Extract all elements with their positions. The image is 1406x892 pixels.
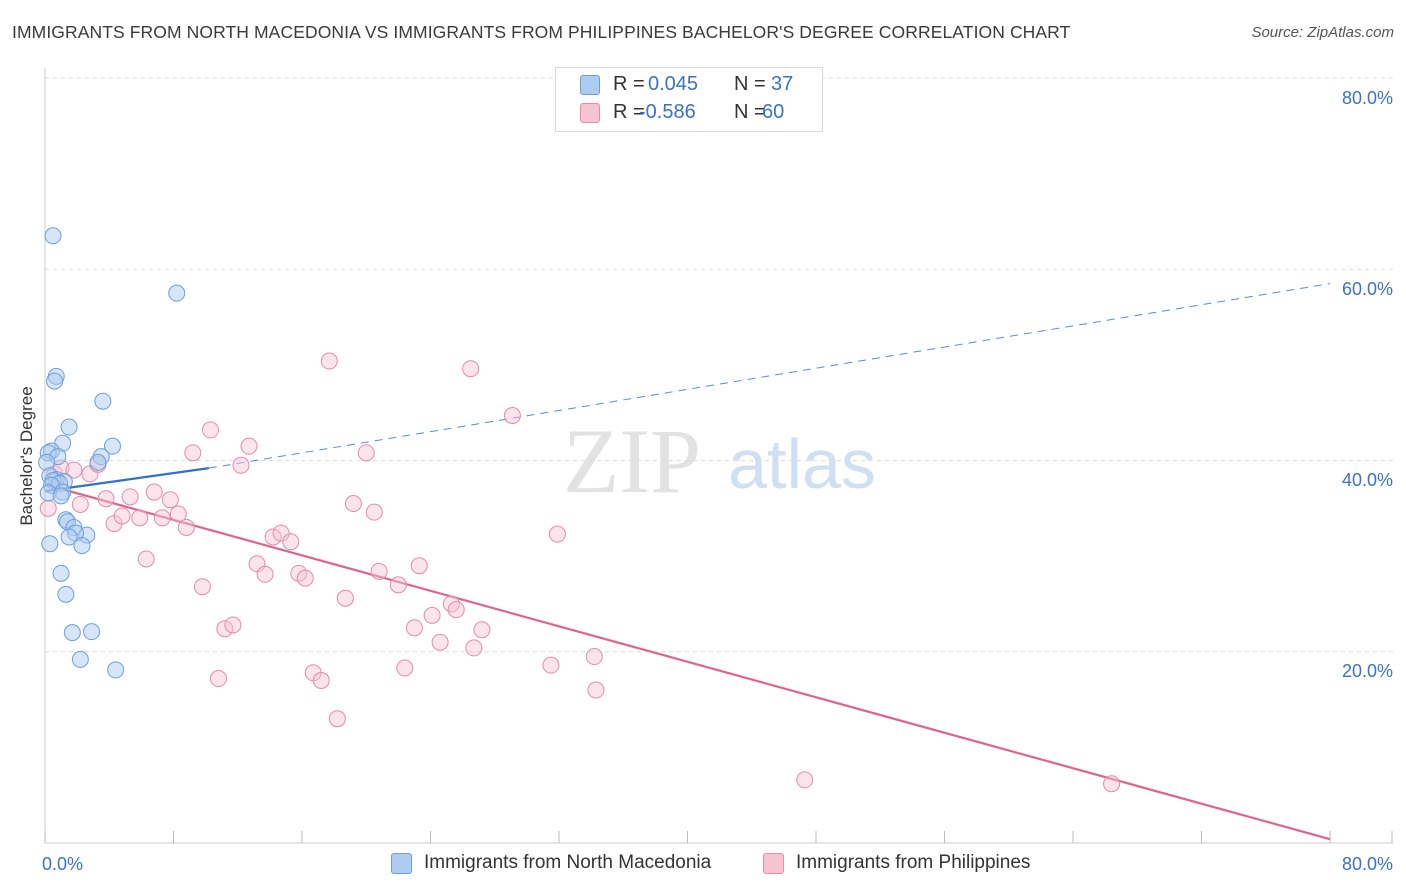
data-point-philippines xyxy=(357,444,375,462)
data-point-north-macedonia xyxy=(107,661,125,679)
data-point-philippines xyxy=(240,437,258,455)
data-point-philippines xyxy=(389,576,407,594)
y-tick-label-60: 60.0% xyxy=(1342,279,1393,299)
data-point-philippines xyxy=(232,456,250,474)
data-point-philippines xyxy=(423,606,441,624)
data-point-philippines xyxy=(296,569,314,587)
data-point-north-macedonia xyxy=(41,535,59,553)
data-point-philippines xyxy=(396,659,414,677)
data-point-philippines xyxy=(209,670,227,688)
data-point-north-macedonia xyxy=(103,437,121,455)
data-point-philippines xyxy=(169,505,187,523)
data-point-philippines xyxy=(121,488,139,506)
legend-r-label: R = xyxy=(613,73,645,95)
data-point-philippines xyxy=(184,444,202,462)
data-point-philippines xyxy=(161,491,179,509)
data-point-philippines xyxy=(410,557,428,575)
data-point-north-macedonia xyxy=(52,564,70,582)
data-point-north-macedonia xyxy=(94,392,112,410)
data-point-philippines xyxy=(405,619,423,637)
data-point-philippines xyxy=(264,528,282,546)
data-point-philippines xyxy=(153,509,171,527)
legend-r-label: R = xyxy=(613,101,645,123)
data-point-philippines xyxy=(131,509,149,527)
data-point-philippines xyxy=(442,595,460,613)
data-point-philippines xyxy=(137,550,155,568)
data-point-philippines xyxy=(113,507,131,525)
bottom-legend-label: Immigrants from North Macedonia xyxy=(424,852,712,873)
x-tick-label-min: 0.0% xyxy=(42,854,83,874)
trend-line-north-macedonia-extension xyxy=(208,283,1331,469)
data-point-philippines xyxy=(585,648,603,666)
data-point-north-macedonia xyxy=(44,227,62,245)
data-point-philippines xyxy=(65,461,83,479)
y-tick-label-20: 20.0% xyxy=(1342,661,1393,681)
data-point-north-macedonia xyxy=(46,372,64,390)
data-point-philippines xyxy=(282,533,300,551)
legend-swatch-blue xyxy=(580,75,600,95)
data-point-north-macedonia xyxy=(57,585,75,603)
bottom-legend-swatch-blue xyxy=(391,853,412,874)
data-point-philippines xyxy=(365,503,383,521)
data-point-philippines xyxy=(224,616,242,634)
data-point-philippines xyxy=(431,633,449,651)
legend-n-label: N = xyxy=(734,73,766,95)
bottom-legend-swatch-pink xyxy=(763,853,784,874)
data-point-philippines xyxy=(320,352,338,370)
data-point-philippines xyxy=(503,407,521,425)
data-point-philippines xyxy=(312,671,330,689)
data-point-philippines xyxy=(465,639,483,657)
trend-line-north-macedonia xyxy=(44,467,209,493)
data-point-philippines xyxy=(587,681,605,699)
legend-n-value: 37 xyxy=(771,73,794,95)
data-point-north-macedonia xyxy=(52,487,70,505)
watermark-atlas: atlas xyxy=(728,425,876,503)
trend-line-philippines xyxy=(44,483,1331,841)
data-point-north-macedonia xyxy=(60,418,78,436)
data-point-north-macedonia xyxy=(89,453,107,471)
data-point-philippines xyxy=(97,490,115,508)
y-axis-label: Bachelor's Degree xyxy=(17,386,36,525)
data-point-north-macedonia xyxy=(168,284,186,302)
data-point-philippines xyxy=(370,562,388,580)
data-point-philippines xyxy=(462,360,480,378)
data-point-philippines xyxy=(177,518,195,536)
y-tick-label-40: 40.0% xyxy=(1342,470,1393,490)
data-point-north-macedonia xyxy=(71,650,89,668)
chart-title: IMMIGRANTS FROM NORTH MACEDONIA VS IMMIG… xyxy=(12,22,1071,42)
data-point-philippines xyxy=(193,578,211,596)
data-point-philippines xyxy=(447,601,465,619)
data-point-philippines xyxy=(328,710,346,728)
data-point-north-macedonia xyxy=(73,537,91,555)
legend-swatch-pink xyxy=(580,103,600,123)
data-point-philippines xyxy=(145,483,163,501)
data-point-philippines xyxy=(256,565,274,583)
data-point-north-macedonia xyxy=(63,624,81,642)
legend-r-value: -0.586 xyxy=(639,101,696,123)
data-point-philippines xyxy=(473,621,491,639)
data-point-philippines xyxy=(796,771,814,789)
data-point-philippines xyxy=(272,524,290,542)
data-point-north-macedonia xyxy=(83,623,101,641)
data-point-philippines xyxy=(71,495,89,513)
data-point-north-macedonia xyxy=(60,528,78,546)
data-point-philippines xyxy=(542,656,560,674)
stats-legend: R = 0.045 N = 37 R = -0.586 N = 60 xyxy=(555,67,823,132)
legend-r-value: 0.045 xyxy=(648,73,699,95)
data-point-philippines xyxy=(548,525,566,543)
y-tick-label-80: 80.0% xyxy=(1342,88,1393,108)
data-point-philippines xyxy=(216,620,234,638)
data-point-philippines xyxy=(344,495,362,513)
bottom-legend-label: Immigrants from Philippines xyxy=(796,852,1031,873)
x-tick-label-max: 80.0% xyxy=(1342,854,1393,874)
legend-n-value: 60 xyxy=(762,101,785,123)
data-point-philippines xyxy=(201,421,219,439)
data-point-philippines xyxy=(39,499,57,517)
data-point-philippines xyxy=(336,589,354,607)
legend-n-label: N = xyxy=(734,101,766,123)
data-point-philippines xyxy=(1103,775,1121,793)
source-label: Source: ZipAtlas.com xyxy=(1251,24,1394,41)
